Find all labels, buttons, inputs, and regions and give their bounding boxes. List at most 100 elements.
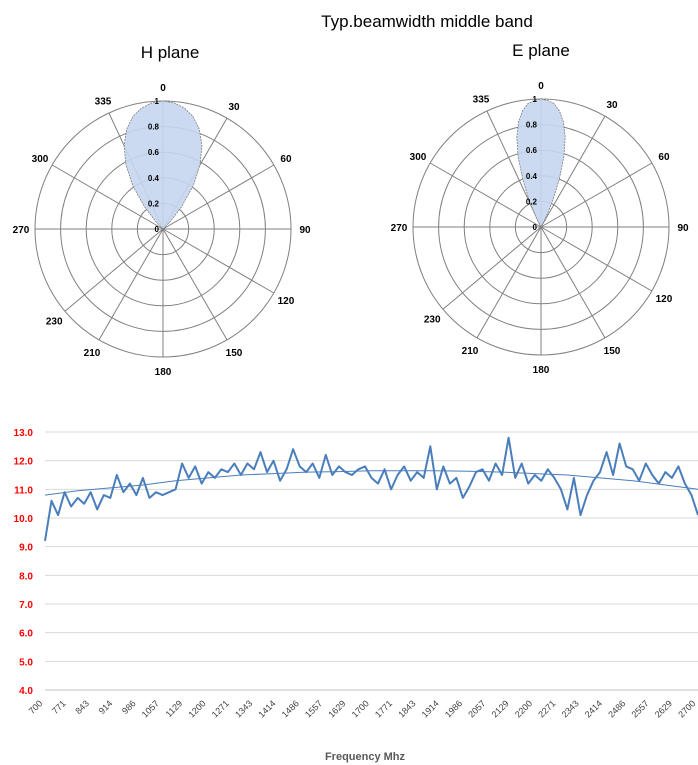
x-tick-label: 1129 [164,698,185,719]
h-plane-spoke [162,228,228,341]
h-plane-radial-label: 0.2 [148,199,160,208]
y-tick-label: 7.0 [19,600,33,611]
h-plane-spoke [162,164,275,230]
x-tick-label: 2057 [466,698,487,719]
e-plane-angle-label: 30 [606,100,618,111]
polar-chart-h-plane: H plane 0 30 60 90 120 150 180 210 230 270 300 335 0… [13,43,311,378]
e-plane-radial-label: 0.8 [526,121,538,130]
h-plane-angle-label: 0 [160,83,166,94]
y-tick-label: 4.0 [19,686,33,697]
figure-title: Typ.beamwidth middle band [321,12,533,31]
e-plane-angle-label: 60 [658,152,670,163]
x-tick-label: 2129 [490,698,511,719]
x-tick-label: 1700 [350,698,371,719]
x-tick-label: 2200 [513,698,534,719]
h-plane-angle-label: 300 [32,154,49,165]
e-plane-spoke [540,162,653,228]
h-plane-spoke [98,228,164,341]
e-plane-angle-label: 150 [604,346,621,357]
e-plane-angle-label: 90 [677,223,689,234]
x-tick-label: 1986 [443,698,464,719]
e-plane-angle-label: 270 [391,223,408,234]
y-tick-label: 10.0 [14,514,34,525]
y-tick-label: 13.0 [14,428,34,439]
e-plane-spoke [429,162,542,228]
h-plane-angle-label: 30 [228,102,240,113]
h-plane-angle-label: 180 [155,367,172,378]
h-plane-pattern-area [123,100,203,230]
line-chart-gain: Frequency Mhz 4.0 5.0 6.0 7.0 8.0 9.0 10.0 11.0… [14,428,698,763]
x-tick-label: 1414 [256,698,277,719]
h-plane-spoke [162,228,275,294]
e-plane-angle-label: 335 [473,94,490,105]
h-plane-angle-label: 335 [95,96,112,107]
y-tick-label: 9.0 [19,543,33,554]
e-plane-angle-label: 210 [462,346,479,357]
h-plane-angle-label: 210 [84,348,101,359]
polar-title-e-plane: E plane [512,41,570,60]
x-tick-label: 2629 [653,698,674,719]
e-plane-angle-label: 0 [538,81,544,92]
e-plane-radial-label: 0.6 [526,146,538,155]
h-plane-angle-label: 270 [13,225,30,236]
e-plane-spoke [476,226,542,339]
h-plane-radial-label: 0.6 [148,148,160,157]
h-plane-angle-label: 150 [226,348,243,359]
y-tick-label: 8.0 [19,571,33,582]
x-tick-label: 2414 [583,698,604,719]
h-plane-angle-label: 90 [299,225,311,236]
h-plane-angle-label: 120 [278,296,295,307]
x-tick-label: 1057 [140,698,161,719]
e-plane-pattern-area [516,98,566,228]
x-tick-label: 1629 [326,698,347,719]
y-tick-label: 12.0 [14,457,34,468]
e-plane-angle-label: 230 [424,314,441,325]
y-tick-label: 6.0 [19,629,33,640]
x-tick-label: 2486 [606,698,627,719]
x-tick-label: 1343 [233,698,254,719]
x-tick-label: 771 [50,698,68,716]
x-tick-label: 700 [27,698,45,716]
h-plane-radial-label: 0.4 [148,174,160,183]
h-plane-radial-label: 0 [155,225,160,234]
e-plane-spoke [540,226,653,292]
x-tick-label: 1200 [186,698,207,719]
e-plane-spoke [442,226,542,310]
x-tick-label: 2343 [560,698,581,719]
e-plane-angle-label: 300 [410,152,427,163]
h-plane-angle-label: 230 [46,316,63,327]
x-tick-label: 843 [73,698,91,716]
e-plane-radial-label: 0.4 [526,172,538,181]
x-tick-label: 1843 [396,698,417,719]
e-plane-angle-label: 120 [656,294,673,305]
x-axis-label: Frequency Mhz [325,751,406,763]
e-plane-radial-label: 1 [533,95,538,104]
e-plane-spoke [540,226,606,339]
h-plane-radial-label: 1 [155,97,160,106]
x-tick-label: 1486 [280,698,301,719]
gain-series-line [44,436,698,542]
x-tick-label: 2271 [536,698,557,719]
h-plane-angle-label: 60 [280,154,292,165]
h-plane-spoke [51,164,164,230]
polar-title-h-plane: H plane [141,43,200,62]
y-tick-label: 11.0 [14,485,33,496]
h-plane-spoke [64,228,164,312]
x-tick-label: 1271 [210,698,231,719]
e-plane-radial-label: 0 [533,223,538,232]
e-plane-angle-label: 180 [533,365,550,376]
y-tick-label: 5.0 [19,657,33,668]
x-tick-label: 1771 [373,698,394,719]
trend-line [44,470,698,496]
e-plane-spoke [540,115,606,228]
x-tick-label: 1914 [420,698,441,719]
polar-chart-e-plane: E plane 0 30 60 90 120 150 180 210 230 270 300 335 0… [391,41,689,376]
x-tick-label: 986 [120,698,138,716]
e-plane-radial-label: 0.2 [526,197,538,206]
x-tick-label: 2557 [630,698,651,719]
x-tick-label: 1557 [303,698,324,719]
x-tick-label: 2700 [676,698,697,719]
h-plane-radial-label: 0.8 [148,123,160,132]
x-tick-label: 914 [97,698,115,716]
